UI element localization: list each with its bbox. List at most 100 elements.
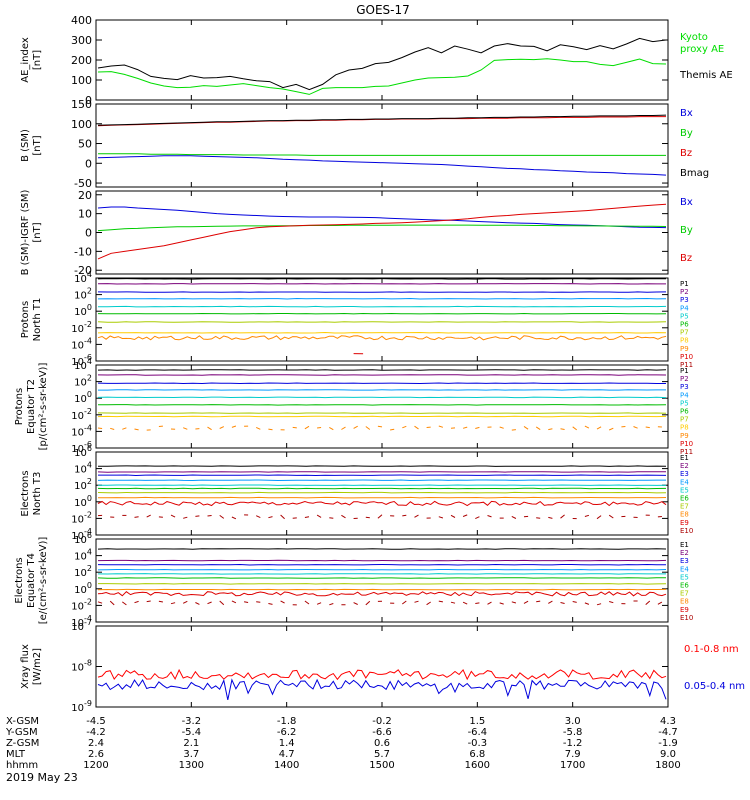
series-line-p9: [414, 425, 419, 430]
panel-frame: [95, 19, 669, 101]
legend-p11: P11: [680, 361, 693, 369]
series-line-p9: [499, 426, 504, 429]
series-line-e1: [97, 465, 667, 467]
ephem-value: 1800: [655, 760, 680, 771]
series-line-e10: [596, 603, 602, 606]
series-line-e10: [244, 601, 249, 603]
series-line-e10: [280, 600, 285, 604]
series-line-p4: [97, 297, 667, 300]
series-line-e10: [146, 600, 151, 603]
y-tick-label: 100: [71, 74, 92, 87]
y-tick-label: 200: [71, 54, 92, 67]
series-line-p9: [134, 428, 139, 431]
ephem-value: -4.5: [86, 716, 106, 727]
y-tick-label: 10-9: [71, 699, 92, 714]
series-line-e10: [462, 601, 468, 605]
series-line-e9: [97, 591, 667, 597]
series-line-bx: [97, 155, 667, 176]
series-line-p9: [255, 426, 261, 430]
figure-title: GOES-17: [356, 3, 410, 17]
panel-frame: [95, 451, 669, 536]
series-line-p5: [97, 396, 667, 399]
series-line-p9: [97, 427, 103, 429]
series-line-by: [98, 153, 666, 156]
series-line-e10: [548, 600, 553, 604]
legend-e9: E9: [680, 606, 689, 614]
panel-frame: [95, 277, 669, 362]
legend-e4: E4: [680, 478, 689, 486]
y-tick-label: 400: [71, 14, 92, 27]
legend-p4: P4: [680, 391, 689, 399]
legend-bx: Bx: [680, 108, 693, 119]
ephem-row-label: hhmm: [6, 760, 38, 771]
panel-2: -50 0 50 100 150 B (SM)[nT] Bx By Bz Bmag: [20, 98, 709, 190]
series-line-p6: [97, 404, 667, 406]
ephem-row-label: Z-GSM: [6, 738, 39, 749]
series-line-bz: [97, 116, 666, 127]
legend-p1: P1: [680, 367, 689, 375]
y-tick-label: 10-2: [71, 597, 92, 612]
series-line-e10: [438, 516, 444, 519]
legend-bz: Bz: [680, 253, 692, 264]
series-line-p9: [535, 426, 541, 431]
y-tick-label: -20: [74, 264, 92, 277]
series-line-e10: [608, 514, 614, 519]
legend-bz: Bz: [680, 148, 692, 159]
series-line-e10: [341, 514, 346, 519]
ephemeris-table: X-GSM -4.5 -3.2 -1.8 -0.2 1.5 3.0 4.3 Y-GSM -4.2 -…: [5, 716, 681, 771]
series-line-e10: [584, 602, 590, 605]
series-line-e2: [97, 471, 667, 473]
ephem-value: 2.1: [183, 738, 199, 749]
legend-by: By: [680, 225, 693, 236]
legend-e3: E3: [680, 470, 689, 478]
legend-e3: E3: [680, 557, 689, 565]
y-tick-label: 10: [78, 208, 92, 221]
legend-p7: P7: [680, 329, 689, 337]
legend-e6: E6: [680, 582, 689, 590]
series-line-e10: [487, 601, 492, 605]
series-line-p9: [608, 427, 614, 431]
series-line-e10: [438, 600, 443, 603]
series-line-e10: [365, 516, 370, 519]
y-tick-label: 100: [74, 390, 92, 405]
y-tick-label: 100: [74, 581, 92, 596]
legend-bx: Bx: [680, 197, 693, 208]
series-line-p9: [402, 425, 407, 429]
legend-e5: E5: [680, 573, 689, 581]
panel-frame: [95, 364, 669, 449]
y-tick-label: 20: [78, 189, 92, 202]
series-line-p9: [231, 425, 237, 428]
series-line-e10: [475, 602, 480, 604]
legend-e7: E7: [680, 590, 689, 598]
series-line-e10: [511, 515, 517, 519]
series-line-e1: [97, 548, 667, 550]
series-line-e10: [195, 602, 200, 605]
series-line-p9: [633, 426, 638, 429]
series-line-e10: [596, 515, 602, 520]
ephem-row-label: MLT: [6, 749, 26, 760]
series-line-e10: [304, 516, 310, 518]
series-line-p9: [596, 426, 602, 430]
series-line-p7: [97, 412, 667, 414]
legend-e2: E2: [680, 462, 689, 470]
series-line-e6: [97, 487, 667, 490]
series-line-p9: [219, 426, 225, 429]
ephem-value: -4.2: [86, 727, 106, 738]
date-label: 2019 May 23: [6, 771, 78, 784]
series-line-p9: [390, 428, 395, 431]
y-tick-label: 10-2: [71, 510, 92, 525]
series-line-p9: [329, 426, 334, 431]
ephem-value: 1500: [369, 760, 394, 771]
legend-e7: E7: [680, 503, 689, 511]
legend-kyoto-proxy-ae: Kyoto proxy AE: [680, 32, 724, 55]
panel-1: 0 100 200 300 400 AE_index[nT] Kyoto proxy AE Th…: [20, 14, 733, 107]
series-line-e10: [316, 602, 322, 605]
legend-p1: P1: [680, 280, 689, 288]
series-line-bmag: [97, 114, 667, 126]
ephem-value: 2.4: [88, 738, 104, 749]
series-line-p9: [548, 428, 553, 431]
series-line-e10: [353, 602, 358, 605]
ephem-value: -1.9: [658, 738, 678, 749]
